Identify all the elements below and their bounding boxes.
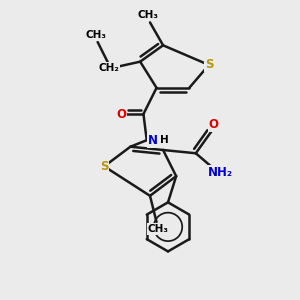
Text: O: O [116, 107, 127, 121]
Text: CH₃: CH₃ [85, 30, 106, 40]
Text: O: O [209, 118, 219, 131]
Text: CH₃: CH₃ [148, 224, 169, 234]
Text: S: S [100, 160, 108, 173]
Text: H: H [160, 135, 169, 145]
Text: CH₂: CH₂ [99, 63, 119, 73]
Text: CH₃: CH₃ [138, 10, 159, 20]
Text: NH₂: NH₂ [208, 167, 233, 179]
Text: S: S [205, 58, 213, 71]
Text: N: N [148, 134, 158, 147]
